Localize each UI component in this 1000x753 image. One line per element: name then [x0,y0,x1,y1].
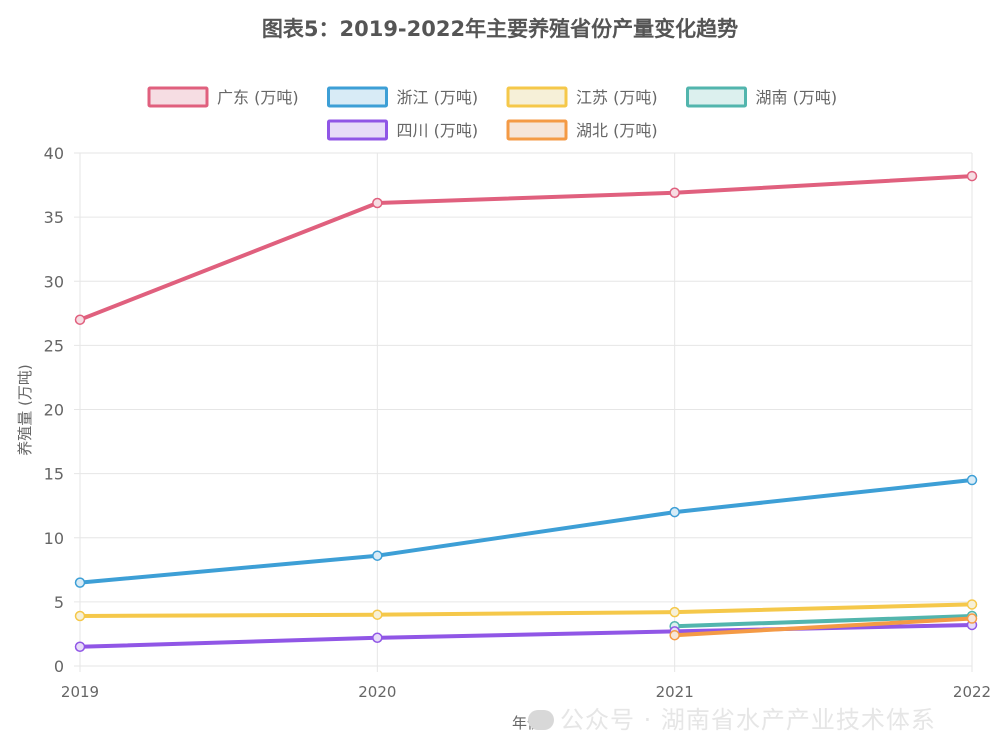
series-line [78,174,974,322]
series-group [74,170,978,653]
legend-item: 四川 (万吨) [327,119,479,141]
data-point [966,599,978,610]
y-tick-label: 5 [54,593,64,612]
series-line [672,616,974,638]
series-2 [74,599,978,622]
data-point [74,641,86,653]
legend-swatch [506,86,568,108]
legend-label: 江苏 (万吨) [576,88,658,107]
legend-item: 江苏 (万吨) [506,86,658,108]
y-tick-label: 40 [44,144,64,163]
legend-swatch [327,86,388,108]
series-1 [74,474,978,588]
watermark-text: 公众号 · 湖南省水产产业技术体系 [560,706,936,734]
data-point [966,474,978,486]
x-tick-label: 2020 [358,683,396,701]
chart-title: 图表5：2019-2022年主要养殖省份产量变化趋势 [262,17,738,41]
legend-label: 湖北 (万吨) [576,121,658,140]
y-tick-label: 15 [44,465,64,484]
legend-swatch [506,119,568,141]
data-point [669,187,680,199]
wechat-icon [528,710,554,730]
y-tick-label: 35 [44,208,64,227]
legend-item: 湖北 (万吨) [506,119,658,141]
y-axis-label: 养殖量 (万吨) [16,364,34,455]
legend-item: 湖南 (万吨) [686,86,838,108]
data-point [74,314,86,325]
data-point [669,629,680,641]
data-point [372,632,383,644]
x-axis-ticks: 2019 2020 2021 2022 [61,683,991,701]
data-point [74,577,86,588]
legend-label: 四川 (万吨) [397,121,479,140]
x-tick-label: 2022 [953,683,991,701]
x-tick-label: 2019 [61,683,99,701]
legend-swatch [327,119,388,141]
legend-item: 浙江 (万吨) [327,86,479,108]
watermark: 公众号 · 湖南省水产产业技术体系 [528,700,936,735]
data-point [74,610,86,622]
y-axis-ticks: 0 5 10 15 20 25 30 35 40 [44,144,64,676]
y-tick-label: 0 [54,657,64,676]
data-point [966,613,978,624]
data-point [966,170,978,182]
grid [74,152,973,672]
legend-label: 湖南 (万吨) [756,88,838,107]
legend-label: 广东 (万吨) [217,88,299,107]
legend-item: 广东 (万吨) [147,86,299,108]
x-tick-label: 2021 [656,683,694,701]
y-tick-label: 10 [44,529,64,548]
data-point [372,550,383,561]
y-tick-label: 20 [44,401,64,420]
series-0 [74,170,978,325]
y-tick-label: 30 [44,272,64,291]
y-tick-label: 25 [44,336,64,355]
data-point [669,606,680,618]
data-point [372,609,383,620]
data-point [669,506,680,518]
legend: 广东 (万吨) 浙江 (万吨) 江苏 (万吨) 湖南 (万吨) 四川 (万吨) 湖北 (万… [147,86,838,141]
series-line [78,602,974,618]
legend-swatch [686,86,747,108]
legend-label: 浙江 (万吨) [397,88,479,107]
series-line [78,623,974,649]
series-5 [669,613,978,641]
data-point [372,197,383,209]
legend-swatch [147,86,209,108]
series-line [672,614,974,629]
series-line [78,478,974,585]
